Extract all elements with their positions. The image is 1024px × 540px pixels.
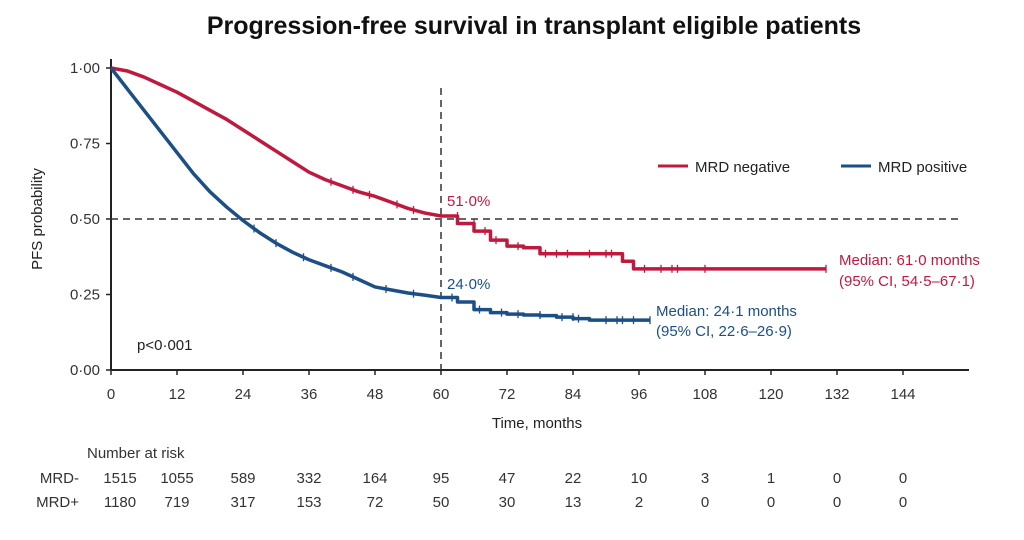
risk-value: 0 — [767, 494, 775, 511]
y-tick-label: 1·00 — [70, 60, 100, 77]
risk-value: 153 — [296, 494, 321, 511]
x-tick-label: 120 — [758, 386, 783, 403]
risk-value: 30 — [499, 494, 516, 511]
risk-value: 719 — [164, 494, 189, 511]
mrd-negative-60-month-label: 51·0% — [447, 193, 490, 210]
x-tick-label: 48 — [367, 386, 384, 403]
x-tick-label: 84 — [565, 386, 582, 403]
number-at-risk-table: Number at risk MRD- 1515 1055 589 332 164 95 47 2… — [36, 445, 907, 511]
risk-value: 2 — [635, 494, 643, 511]
risk-row-label: MRD+ — [36, 494, 79, 511]
risk-value: 589 — [230, 470, 255, 487]
risk-value: 95 — [433, 470, 450, 487]
risk-value: 164 — [362, 470, 387, 487]
risk-value: 47 — [499, 470, 516, 487]
legend: MRD negative MRD positive — [658, 159, 967, 176]
y-tick-label: 0·75 — [70, 136, 100, 153]
mrd-positive-60-month-label: 24·0% — [447, 276, 490, 293]
annotations: 51·0% 24·0% Median: 61·0 months (95% CI, 54… — [447, 193, 980, 340]
x-tick-label: 144 — [890, 386, 915, 403]
x-tick-label: 60 — [433, 386, 450, 403]
survival-curves — [109, 66, 827, 325]
risk-value: 0 — [899, 470, 907, 487]
risk-value: 1180 — [104, 494, 136, 511]
mrd-negative-curve — [110, 66, 826, 271]
risk-value: 317 — [230, 494, 255, 511]
x-tick-label: 36 — [301, 386, 318, 403]
x-tick-label: 96 — [631, 386, 648, 403]
risk-value: 13 — [565, 494, 582, 511]
risk-value: 332 — [296, 470, 321, 487]
x-tick-label: 24 — [235, 386, 252, 403]
risk-value: 0 — [833, 470, 841, 487]
x-tick-label: 108 — [692, 386, 717, 403]
axes: 0 12 24 36 48 60 72 84 96 108 120 132 144 0·00 0·25 0·5… — [70, 58, 969, 403]
x-tick-label: 12 — [169, 386, 186, 403]
reference-lines — [111, 88, 963, 370]
mrd-positive-ci: (95% CI, 22·6–26·9) — [656, 323, 792, 340]
x-axis-label: Time, months — [492, 415, 582, 432]
mrd-negative-ci: (95% CI, 54·5–67·1) — [839, 273, 975, 290]
y-axis-label: PFS probability — [29, 168, 46, 270]
mrd-negative-median: Median: 61·0 months — [839, 252, 980, 269]
x-tick-label: 132 — [824, 386, 849, 403]
legend-label: MRD positive — [878, 159, 967, 176]
y-tick-label: 0·50 — [70, 211, 100, 228]
mrd-positive-curve — [109, 66, 650, 322]
legend-label: MRD negative — [695, 159, 790, 176]
p-value: p<0·001 — [137, 337, 192, 354]
risk-value: 1 — [767, 470, 775, 487]
number-at-risk-title: Number at risk — [87, 445, 185, 462]
risk-value: 0 — [701, 494, 709, 511]
risk-value: 0 — [899, 494, 907, 511]
chart-title: Progression-free survival in transplant … — [207, 12, 861, 40]
y-tick-label: 0·25 — [70, 287, 100, 304]
risk-value: 1515 — [103, 470, 136, 487]
y-tick-label: 0·00 — [70, 362, 100, 379]
risk-value: 10 — [631, 470, 648, 487]
risk-value: 3 — [701, 470, 709, 487]
risk-row-label: MRD- — [40, 470, 79, 487]
x-tick-label: 0 — [107, 386, 115, 403]
risk-value: 22 — [565, 470, 582, 487]
risk-value: 72 — [367, 494, 384, 511]
risk-value: 1055 — [160, 470, 193, 487]
risk-value: 50 — [433, 494, 450, 511]
risk-value: 0 — [833, 494, 841, 511]
x-tick-label: 72 — [499, 386, 516, 403]
mrd-positive-median: Median: 24·1 months — [656, 303, 797, 320]
